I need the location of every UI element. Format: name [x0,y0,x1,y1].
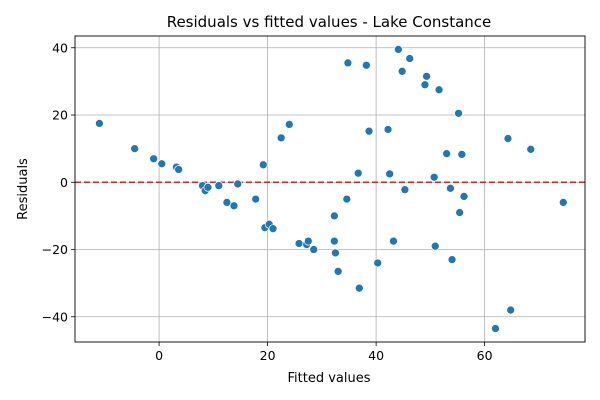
x-tick-label: 0 [155,348,163,363]
data-point [422,72,431,81]
data-point [389,236,398,246]
data-point [420,80,430,90]
data-point [251,194,261,204]
data-point [331,248,340,258]
data-point [526,144,536,154]
data-point [229,201,239,211]
data-point [354,283,364,293]
data-point [459,192,469,201]
grid-lines [75,36,585,342]
y-tick-label: 0 [60,175,68,190]
data-point [233,179,243,189]
x-axis-ticks: 0 20 40 60 [155,342,493,363]
data-point [405,54,415,63]
y-axis-label: Residuals [16,158,31,220]
data-point [329,236,339,246]
data-point [455,208,465,217]
data-point [284,120,294,129]
data-point [294,239,304,248]
data-point [373,258,383,268]
x-tick-label: 60 [477,348,493,363]
y-tick-label: −20 [42,242,68,257]
x-axis-label: Fitted values [287,371,370,386]
data-point [268,224,278,234]
x-tick-label: 40 [368,348,384,363]
y-axis-ticks: −40 −20 0 20 40 [42,40,75,324]
data-point [447,255,457,264]
data-point [442,149,451,159]
data-point [353,168,363,178]
plot-frame [74,35,586,343]
data-point [343,58,353,68]
data-point [342,194,352,204]
y-tick-label: 20 [52,108,68,123]
data-point [457,150,467,159]
y-tick-label: −40 [42,309,68,324]
data-point [503,134,513,143]
data-point [309,245,319,254]
data-point [491,324,500,333]
data-point [174,165,183,174]
data-point [258,160,268,170]
data-point [394,45,403,54]
data-point [558,198,568,207]
data-point [446,183,455,193]
data-point [397,66,407,76]
data-points [95,45,568,333]
data-point [203,182,213,192]
data-point [130,144,140,153]
data-point [383,125,393,134]
data-point [157,159,167,169]
data-point [329,211,339,221]
data-point [222,198,232,207]
data-point [149,154,159,164]
data-point [276,133,286,143]
data-point [95,119,104,128]
chart-title: Residuals vs fitted values - Lake Consta… [167,13,492,31]
x-tick-label: 20 [260,348,276,363]
data-point [400,185,410,195]
y-tick-label: 40 [52,40,68,55]
data-point [430,241,440,251]
data-point [333,267,343,276]
data-point [429,172,439,182]
data-point [214,181,224,190]
data-point [364,126,374,136]
data-point [434,85,444,95]
data-point [303,236,313,246]
data-point [506,305,516,315]
data-point [385,169,395,179]
data-point [454,108,463,118]
data-point [362,60,371,70]
